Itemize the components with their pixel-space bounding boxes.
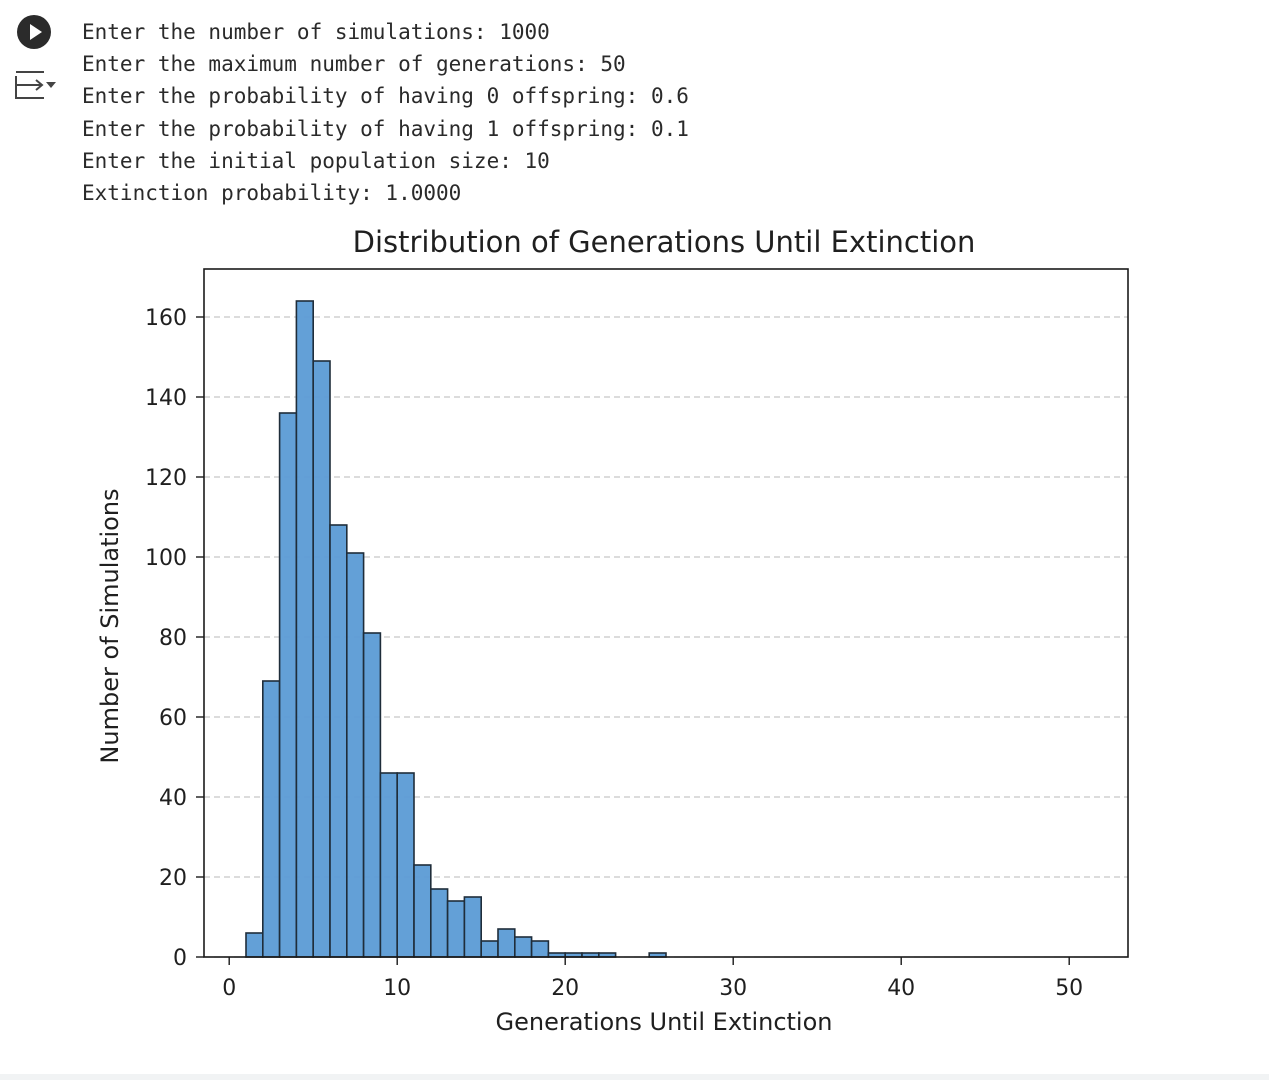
output-collapse-icon[interactable] xyxy=(14,68,56,104)
histogram-bar xyxy=(345,552,365,958)
histogram-bar xyxy=(480,940,499,958)
cell-output: Enter the number of simulations: 1000 Ent… xyxy=(82,16,689,209)
histogram-chart: 0 10 20 30 40 50 0 20 40 60 80 100 120 140 160 Distribu… xyxy=(96,225,1129,1036)
x-axis-label: Generations Until Extinction xyxy=(496,1008,833,1036)
output-line: Enter the initial population size: 10 xyxy=(82,148,550,173)
histogram-bar xyxy=(513,936,533,958)
output-line: Extinction probability: 1.0000 xyxy=(82,181,462,206)
x-tick-label: 20 xyxy=(551,976,579,1001)
y-tick-label: 0 xyxy=(173,946,187,971)
y-tick-label: 120 xyxy=(145,466,187,491)
y-axis-label: Number of Simulations xyxy=(96,488,124,763)
x-tick-label: 10 xyxy=(383,976,411,1001)
histogram-bar xyxy=(530,940,550,958)
chart-title: Distribution of Generations Until Extinc… xyxy=(353,225,976,259)
histogram-bar xyxy=(446,900,466,958)
play-icon xyxy=(30,24,42,40)
histogram-bar xyxy=(463,896,482,958)
histogram-bar xyxy=(329,524,348,958)
y-tick-label: 160 xyxy=(145,306,187,331)
y-tick-label: 20 xyxy=(159,866,187,891)
y-tick-label: 140 xyxy=(145,386,187,411)
x-tick-label: 30 xyxy=(719,976,747,1001)
output-line: Enter the probability of having 0 offspr… xyxy=(82,84,689,109)
output-line: Enter the maximum number of generations:… xyxy=(82,52,626,77)
histogram-bar xyxy=(245,932,264,958)
histogram-bar xyxy=(379,772,398,958)
histogram-bar xyxy=(396,772,415,958)
y-tick-label: 40 xyxy=(159,786,187,811)
histogram-bar xyxy=(429,888,449,958)
cell-divider xyxy=(0,1074,1269,1080)
histogram-bar xyxy=(278,412,298,958)
histogram-bar xyxy=(497,928,516,958)
histogram-bar xyxy=(312,360,331,958)
histogram-bar xyxy=(362,632,382,958)
histogram-bar xyxy=(262,680,281,958)
output-line: Enter the number of simulations: 1000 xyxy=(82,20,550,44)
cell-gutter xyxy=(0,0,70,1080)
x-tick-label: 50 xyxy=(1055,976,1083,1001)
y-tick-label: 100 xyxy=(145,546,187,571)
y-tick-label: 80 xyxy=(159,626,187,651)
x-tick-label: 40 xyxy=(887,976,915,1001)
plot-frame xyxy=(203,268,1129,958)
run-cell-button[interactable] xyxy=(17,15,51,49)
histogram-bar xyxy=(413,864,432,958)
y-tick-label: 60 xyxy=(159,706,187,731)
output-line: Enter the probability of having 1 offspr… xyxy=(82,116,689,141)
histogram-bar xyxy=(295,300,314,958)
x-tick-label: 0 xyxy=(222,976,236,1001)
